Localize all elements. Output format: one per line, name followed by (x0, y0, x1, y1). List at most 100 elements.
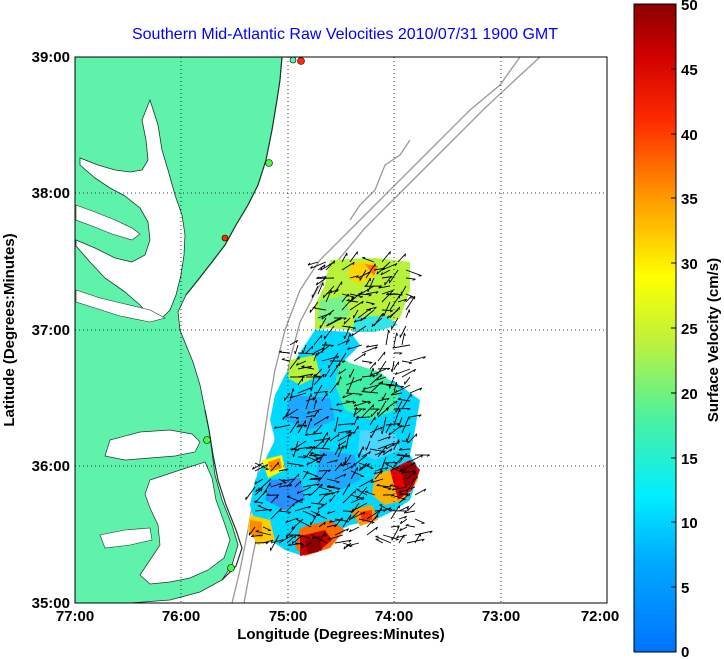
velocity-vector (285, 526, 296, 539)
velocity-vector-head (413, 369, 416, 373)
velocity-vector-head (311, 353, 315, 356)
velocity-vector-head (336, 481, 340, 484)
velocity-vector (381, 309, 393, 312)
velocity-vector (414, 533, 422, 544)
velocity-vector-head (351, 465, 354, 469)
velocity-vector-head (308, 493, 312, 497)
velocity-vector (281, 358, 291, 362)
velocity-vector (270, 539, 284, 544)
velocity-vector-head (351, 296, 355, 299)
colorbar-gradient (633, 3, 677, 653)
y-tick-label: 39:00 (32, 49, 70, 66)
velocity-vector (337, 430, 352, 434)
velocity-vector (297, 446, 313, 450)
velocity-vector-head (380, 430, 383, 435)
velocity-vector-head (291, 526, 294, 530)
velocity-vector (313, 424, 323, 435)
velocity-vector (344, 325, 351, 340)
velocity-vector-head (300, 545, 303, 549)
velocity-vector (311, 285, 319, 298)
velocity-vector (393, 439, 400, 450)
velocity-vector (381, 292, 392, 303)
velocity-vector-head (350, 510, 354, 514)
velocity-vector-head (279, 482, 283, 486)
velocity-vector-head (295, 417, 299, 420)
velocity-vector (394, 384, 411, 394)
velocity-vector-head (388, 507, 392, 511)
velocity-vector-head (285, 413, 288, 418)
velocity-vector-head (399, 294, 403, 297)
velocity-vector-head (320, 267, 323, 271)
velocity-vector (366, 514, 379, 528)
velocity-vector (406, 432, 411, 442)
velocity-vector-head (407, 507, 409, 512)
velocity-vector-head (297, 473, 300, 477)
velocity-vector (255, 530, 272, 536)
velocity-vector (326, 486, 336, 488)
velocity-vector (297, 352, 315, 355)
velocity-vector (305, 393, 312, 410)
velocity-vector-head (385, 467, 389, 470)
velocity-vector (318, 492, 328, 504)
velocity-vector-head (407, 441, 411, 444)
velocity-vector-head (400, 386, 404, 389)
velocity-vector-head (352, 297, 354, 301)
velocity-vector-head (292, 453, 295, 458)
velocity-vector (398, 493, 411, 504)
velocity-vector (369, 362, 376, 370)
velocity-vector (353, 309, 359, 319)
velocity-vector (393, 361, 400, 370)
velocity-vector-head (368, 294, 372, 297)
velocity-vector-head (281, 478, 285, 482)
velocity-vector-head (294, 351, 296, 355)
velocity-vector (409, 387, 422, 394)
velocity-vector (353, 454, 368, 467)
velocity-vector-head (364, 284, 368, 287)
velocity-vector-head (380, 272, 383, 276)
velocity-vector-head (316, 353, 318, 357)
velocity-vector (297, 373, 313, 378)
velocity-vector (364, 491, 376, 496)
velocity-vector (270, 482, 283, 488)
velocity-vector (297, 386, 313, 394)
velocity-vector (370, 424, 379, 439)
velocity-vector-head (310, 393, 313, 397)
velocity-vector (405, 295, 412, 303)
velocity-vector-head (403, 332, 406, 336)
velocity-vector-head (319, 456, 322, 460)
velocity-vector (305, 414, 316, 418)
velocity-vector (398, 515, 407, 520)
velocity-vector (329, 408, 343, 412)
velocity-vector-head (352, 462, 356, 466)
velocity-vector-head (395, 466, 399, 469)
velocity-vector-head (342, 360, 346, 363)
velocity-vector-head (345, 543, 349, 547)
velocity-vector (389, 295, 401, 311)
velocity-vector (286, 535, 297, 544)
james-river (75, 289, 166, 323)
velocity-vector-head (349, 529, 352, 533)
velocity-vector-head (339, 317, 342, 321)
velocity-vector-head (253, 500, 258, 503)
velocity-vector (361, 360, 373, 363)
velocity-vector (350, 467, 358, 480)
velocity-vector-head (291, 534, 294, 538)
velocity-vector-head (353, 319, 357, 323)
velocity-vector-head (389, 310, 393, 313)
velocity-vector (409, 414, 422, 418)
velocity-vector (248, 526, 256, 536)
velocity-vector (378, 285, 391, 289)
velocity-vector-head (408, 493, 411, 497)
velocity-vector (356, 488, 368, 496)
velocity-vector-head (388, 488, 392, 491)
velocity-vector (342, 490, 357, 504)
velocity-vector-head (376, 483, 380, 486)
velocity-vector (254, 501, 264, 504)
velocity-vector (338, 440, 347, 447)
velocity-vector (370, 408, 379, 418)
velocity-vector-head (316, 276, 320, 279)
velocity-vector-head (405, 453, 408, 457)
velocity-vector (300, 542, 312, 549)
velocity-vector (349, 293, 363, 298)
